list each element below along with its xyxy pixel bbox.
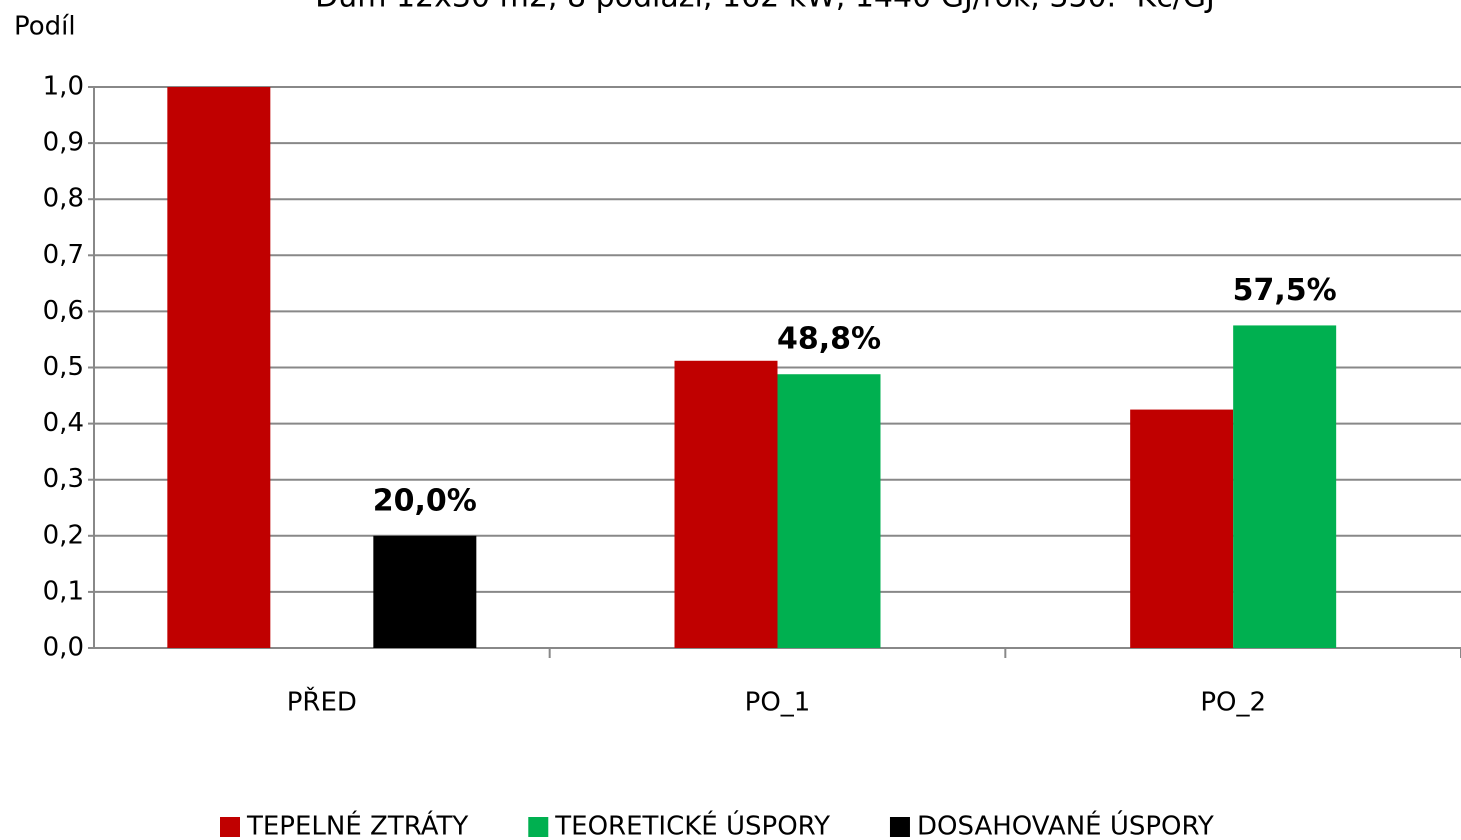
y-tick-label: 0,8	[43, 184, 84, 214]
y-tick-label: 0,4	[43, 408, 84, 438]
value-label: 20,0%	[373, 483, 477, 518]
bar	[1233, 325, 1337, 648]
legend-label: TEORETICKÉ ÚSPORY	[554, 810, 830, 840]
y-tick-label: 0,5	[43, 352, 84, 382]
y-tick-label: 0,9	[43, 128, 84, 158]
chart-title: Dům 12x30 m2, 8 podlaží, 162 kW, 1440 GJ…	[315, 0, 1215, 15]
y-tick-label: 0,2	[43, 520, 84, 550]
bar	[373, 535, 477, 648]
y-tick-label: 0,0	[43, 633, 84, 663]
bar	[1130, 409, 1234, 648]
x-tick-label: PO_1	[745, 688, 811, 718]
y-tick-label: 0,1	[43, 576, 84, 606]
bar	[674, 360, 778, 648]
x-tick-label: PO_2	[1200, 688, 1266, 718]
x-tick-label: PŘED	[287, 686, 357, 718]
y-axis-title: Podíl	[14, 12, 76, 42]
bar	[167, 87, 271, 648]
y-tick-label: 1,0	[43, 72, 84, 102]
bar	[777, 374, 881, 648]
y-tick-label: 0,7	[43, 240, 84, 270]
legend-swatch	[220, 817, 240, 837]
legend-label: DOSAHOVANÉ ÚSPORY	[917, 810, 1214, 840]
legend-label: TEPELNÉ ZTRÁTY	[246, 810, 468, 840]
y-tick-label: 0,6	[43, 296, 84, 326]
y-tick-label: 0,3	[43, 464, 84, 494]
value-label: 57,5%	[1233, 273, 1337, 308]
value-label: 48,8%	[777, 322, 881, 357]
legend-swatch	[889, 817, 910, 837]
legend-swatch	[528, 817, 549, 837]
